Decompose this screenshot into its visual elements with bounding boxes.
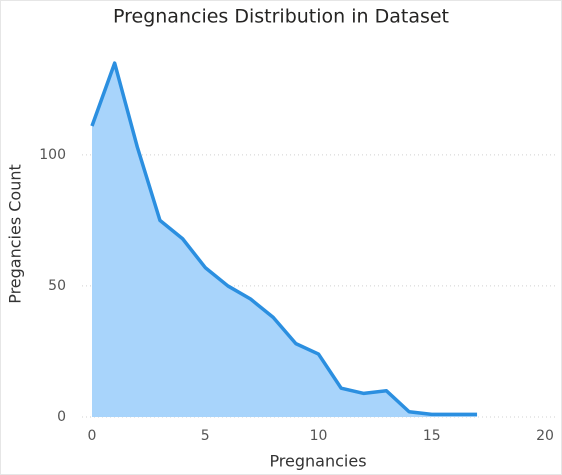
x-tick-label: 10 xyxy=(310,428,328,444)
x-tick-label: 15 xyxy=(423,428,441,444)
y-axis-title: Pregancies Count xyxy=(6,164,25,304)
x-axis-title: Pregnancies xyxy=(269,452,366,471)
y-tick-label: 100 xyxy=(39,147,66,163)
area-fill xyxy=(92,63,478,417)
y-tick-label: 50 xyxy=(48,278,66,294)
x-tick-label: 20 xyxy=(536,428,554,444)
chart-title: Pregnancies Distribution in Dataset xyxy=(113,6,449,28)
x-tick-label: 5 xyxy=(201,428,210,444)
y-tick-label: 0 xyxy=(57,409,66,425)
x-tick-label: 0 xyxy=(88,428,97,444)
area-line xyxy=(90,61,478,417)
